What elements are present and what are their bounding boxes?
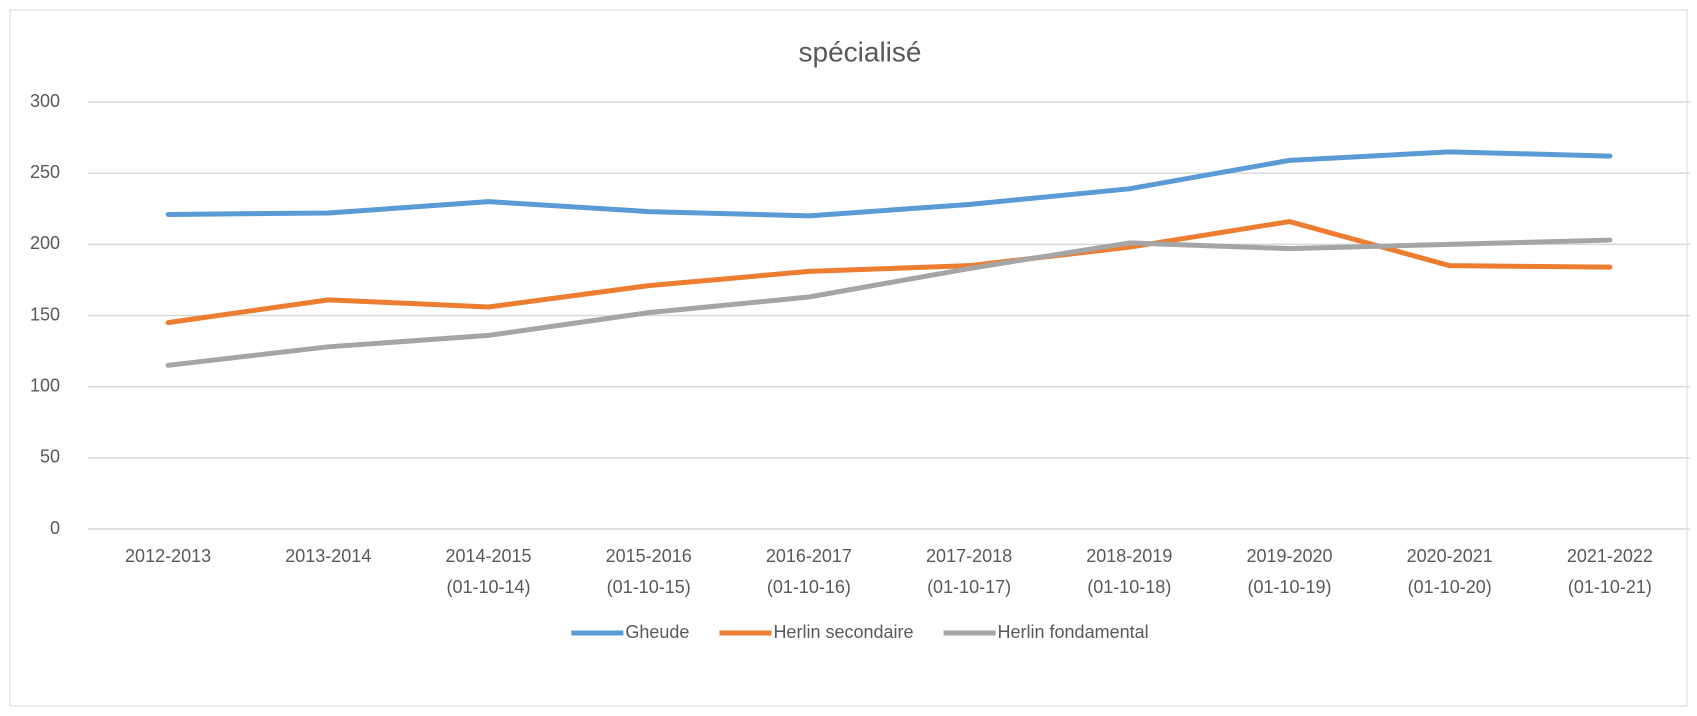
chart-title: spécialisé	[799, 36, 922, 67]
x-tick-label: 2013-2014	[285, 546, 371, 566]
x-tick-label: 2018-2019 (01-10-18)	[1086, 546, 1172, 597]
y-tick-label: 250	[30, 162, 60, 182]
y-tick-label: 100	[30, 375, 60, 395]
x-tick-label: 2019-2020 (01-10-19)	[1246, 546, 1332, 597]
y-tick-label: 50	[40, 447, 60, 467]
x-tick-label: 2017-2018 (01-10-17)	[926, 546, 1012, 597]
legend-label: Gheude	[625, 622, 689, 642]
legend-label: Herlin secondaire	[773, 622, 913, 642]
series-line	[165, 219, 1613, 326]
x-tick-label: 2012-2013	[125, 546, 211, 566]
y-tick-label: 150	[30, 304, 60, 324]
x-tick-label: 2016-2017 (01-10-16)	[766, 546, 852, 597]
y-tick-label: 200	[30, 233, 60, 253]
y-tick-label: 300	[30, 91, 60, 111]
x-tick-label: 2014-2015 (01-10-14)	[445, 546, 531, 597]
y-tick-label: 0	[50, 518, 60, 538]
x-tick-label: 2021-2022 (01-10-21)	[1567, 546, 1653, 597]
series-line	[165, 149, 1613, 219]
legend-label: Herlin fondamental	[998, 622, 1149, 642]
series-line	[165, 237, 1613, 368]
x-tick-label: 2015-2016 (01-10-15)	[606, 546, 692, 597]
chart-frame	[9, 9, 1688, 707]
x-tick-label: 2020-2021 (01-10-20)	[1407, 546, 1493, 597]
